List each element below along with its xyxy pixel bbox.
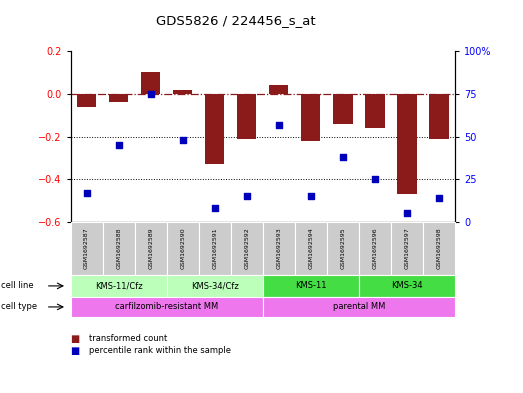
Point [339, 154, 347, 160]
Text: percentile rank within the sample: percentile rank within the sample [89, 346, 231, 355]
Text: ■: ■ [71, 345, 80, 356]
Text: GSM1692598: GSM1692598 [437, 228, 441, 269]
Text: GSM1692588: GSM1692588 [116, 228, 121, 269]
Text: KMS-34/Cfz: KMS-34/Cfz [191, 281, 238, 290]
Text: GSM1692595: GSM1692595 [340, 228, 345, 269]
Text: GSM1692589: GSM1692589 [148, 228, 153, 269]
Bar [269, 85, 288, 94]
Text: carfilzomib-resistant MM: carfilzomib-resistant MM [115, 303, 218, 311]
Text: parental MM: parental MM [333, 303, 385, 311]
Text: transformed count: transformed count [89, 334, 167, 343]
Bar [429, 94, 449, 139]
Text: KMS-11/Cfz: KMS-11/Cfz [95, 281, 142, 290]
Point [83, 190, 91, 196]
Point [115, 142, 123, 148]
Text: GSM1692592: GSM1692592 [244, 228, 249, 270]
Point [403, 210, 411, 217]
Bar [173, 90, 192, 94]
Point [306, 193, 315, 200]
Point [371, 176, 379, 182]
Point [435, 195, 443, 201]
Text: GSM1692597: GSM1692597 [404, 228, 410, 270]
Text: GSM1692590: GSM1692590 [180, 228, 185, 269]
Point [146, 91, 155, 97]
Text: cell type: cell type [1, 303, 37, 311]
Point [178, 137, 187, 143]
Point [243, 193, 251, 200]
Text: GSM1692596: GSM1692596 [372, 228, 378, 269]
Text: GDS5826 / 224456_s_at: GDS5826 / 224456_s_at [155, 15, 315, 28]
Bar [397, 94, 416, 194]
Text: GSM1692594: GSM1692594 [309, 228, 313, 270]
Bar [333, 94, 353, 124]
Text: GSM1692593: GSM1692593 [276, 228, 281, 270]
Text: KMS-11: KMS-11 [295, 281, 326, 290]
Text: KMS-34: KMS-34 [391, 281, 423, 290]
Bar [301, 94, 321, 141]
Point [275, 121, 283, 128]
Text: cell line: cell line [1, 281, 33, 290]
Text: GSM1692591: GSM1692591 [212, 228, 217, 269]
Bar [77, 94, 96, 107]
Bar [237, 94, 256, 139]
Bar [205, 94, 224, 164]
Bar [109, 94, 128, 102]
Point [211, 205, 219, 211]
Text: ■: ■ [71, 334, 80, 344]
Bar [141, 72, 160, 94]
Text: GSM1692587: GSM1692587 [84, 228, 89, 269]
Bar [365, 94, 384, 128]
